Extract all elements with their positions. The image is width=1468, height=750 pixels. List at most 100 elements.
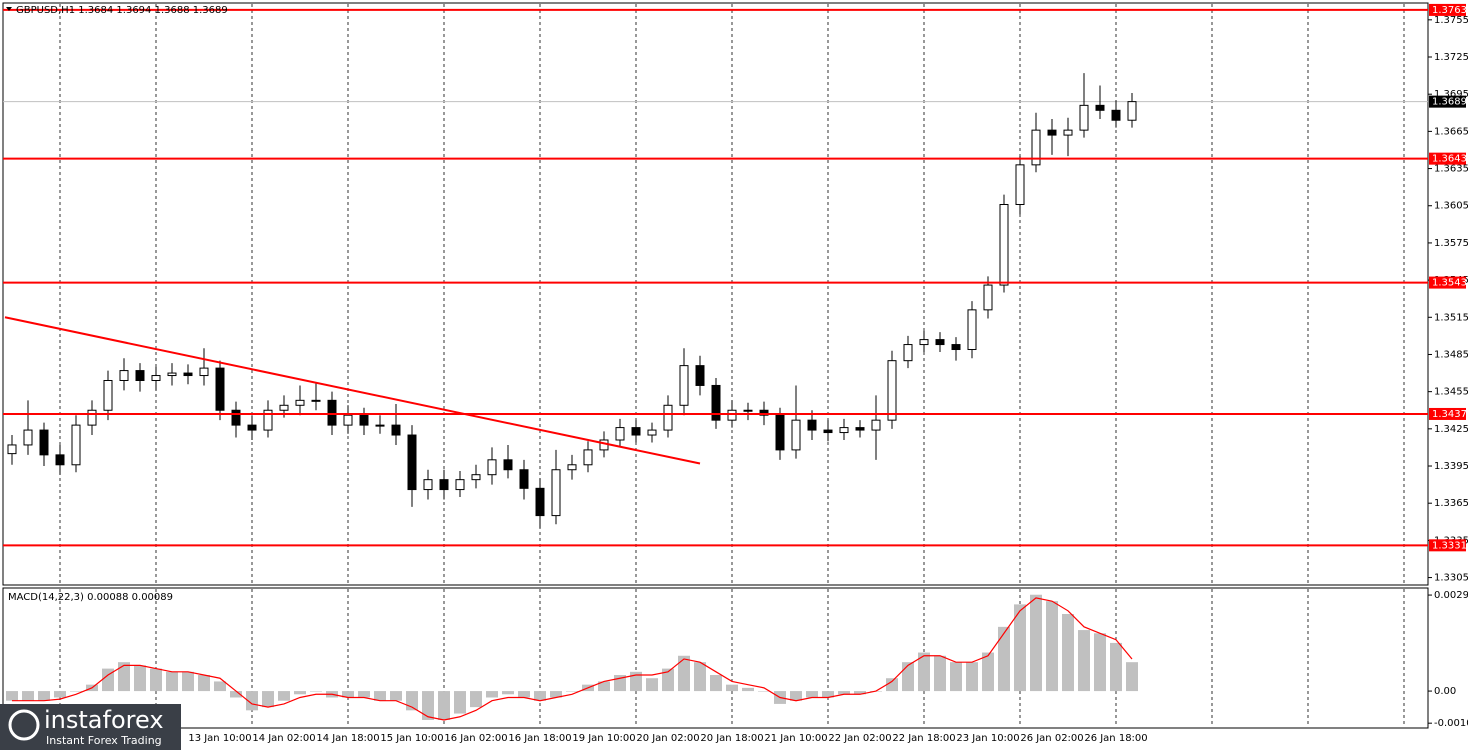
macd-bar [358, 691, 370, 698]
candle-body [1127, 101, 1137, 121]
macd-bar [854, 691, 866, 695]
macd-bar [710, 675, 722, 692]
macd-bar [726, 684, 738, 692]
y-tick-label: 1.3575 [1434, 238, 1468, 249]
y-tick-label: 1.3605 [1434, 201, 1468, 212]
macd-bar [262, 691, 274, 708]
macd-bar [294, 691, 306, 695]
macd-bar [438, 691, 450, 720]
candle-body [551, 469, 561, 517]
candle-body [1063, 129, 1073, 136]
y-tick-label: 1.3755 [1434, 15, 1468, 26]
macd-bar [886, 678, 898, 692]
candle-body [471, 474, 481, 481]
candle-body [727, 409, 737, 421]
macd-bar [246, 691, 258, 711]
x-tick-label: 26 Jan 18:00 [1084, 733, 1147, 744]
macd-bar [742, 687, 754, 692]
candle-body [391, 424, 401, 436]
macd-bar [502, 691, 514, 695]
signal-line [12, 597, 1133, 721]
candle-body [103, 379, 113, 411]
chart-title: GBPUSD,H1 1.3684 1.3694 1.3688 1.3689 [16, 5, 228, 16]
macd-bar [950, 662, 962, 692]
candle-body [183, 372, 193, 377]
candle-body [215, 367, 225, 411]
macd-bar [1014, 604, 1026, 692]
candle-body [439, 479, 449, 491]
macd-bar [102, 668, 114, 692]
candle-body [999, 204, 1009, 286]
macd-bar [54, 691, 66, 698]
macd-bar [678, 655, 690, 692]
level-box [1429, 3, 1466, 16]
macd-bar [166, 671, 178, 692]
candle-body [1031, 129, 1041, 166]
candle-body [615, 427, 625, 441]
candle-body [39, 429, 49, 456]
macd-bar [6, 691, 18, 701]
macd-bar [22, 691, 34, 701]
candle-body [919, 339, 929, 346]
candle-body [567, 464, 577, 471]
candle-body [87, 409, 97, 426]
macd-bar [550, 691, 562, 698]
x-tick-label: 14 Jan 02:00 [252, 733, 315, 744]
x-tick-label: 22 Jan 02:00 [828, 733, 891, 744]
candle-body [407, 434, 417, 491]
candle-body [1079, 104, 1089, 131]
macd-bar [1046, 601, 1058, 692]
macd-bar [150, 668, 162, 692]
macd-bar [630, 671, 642, 692]
macd-bar [934, 655, 946, 692]
macd-bar [374, 691, 386, 701]
candle-body [55, 454, 65, 466]
macd-title: MACD(14,22,3) 0.00088 0.00089 [8, 592, 173, 603]
y-tick-label: 0.00299 [1434, 590, 1468, 601]
candle-body [423, 479, 433, 491]
level-label: 1.3643 [1432, 154, 1467, 165]
macd-bar [118, 662, 130, 692]
macd-panel [2, 587, 1429, 729]
candle-body [279, 404, 289, 411]
candle-body [887, 360, 897, 421]
candle-body [23, 429, 33, 446]
x-tick-label: 16 Jan 18:00 [508, 733, 571, 744]
y-tick-label: 1.3395 [1434, 461, 1468, 472]
candle-body [7, 444, 17, 455]
macd-bar [806, 691, 818, 698]
candle-body [503, 459, 513, 471]
macd-bar [646, 678, 658, 692]
candle-body [983, 284, 993, 311]
candle-body [1047, 129, 1057, 136]
candle-body [327, 399, 337, 426]
y-tick-label: 0.00 [1434, 686, 1456, 697]
macd-bar [534, 691, 546, 701]
candle-body [263, 409, 273, 431]
macd-bar [1062, 614, 1074, 692]
macd-bar [598, 681, 610, 692]
candle-body [455, 479, 465, 491]
main-panel [2, 2, 1429, 586]
macd-bar [1126, 662, 1138, 692]
candle-body [535, 487, 545, 517]
macd-bar [470, 691, 482, 708]
x-tick-label: 23 Jan 10:00 [956, 733, 1019, 744]
x-tick-label: 16 Jan 02:00 [444, 733, 507, 744]
macd-bar [1110, 642, 1122, 692]
logo-icon [8, 709, 40, 741]
candle-body [71, 424, 81, 466]
macd-bar [518, 691, 530, 698]
menu-icon [6, 7, 12, 11]
candle-body [1095, 104, 1105, 111]
candle-body [647, 429, 657, 436]
macd-bar [982, 652, 994, 692]
level-box [1429, 152, 1466, 165]
level-label: 1.3437 [1432, 409, 1467, 420]
level-label: 1.3331 [1432, 540, 1467, 551]
y-tick-label: 1.3665 [1434, 126, 1468, 137]
candle-body [807, 419, 817, 431]
macd-bar [230, 691, 242, 698]
